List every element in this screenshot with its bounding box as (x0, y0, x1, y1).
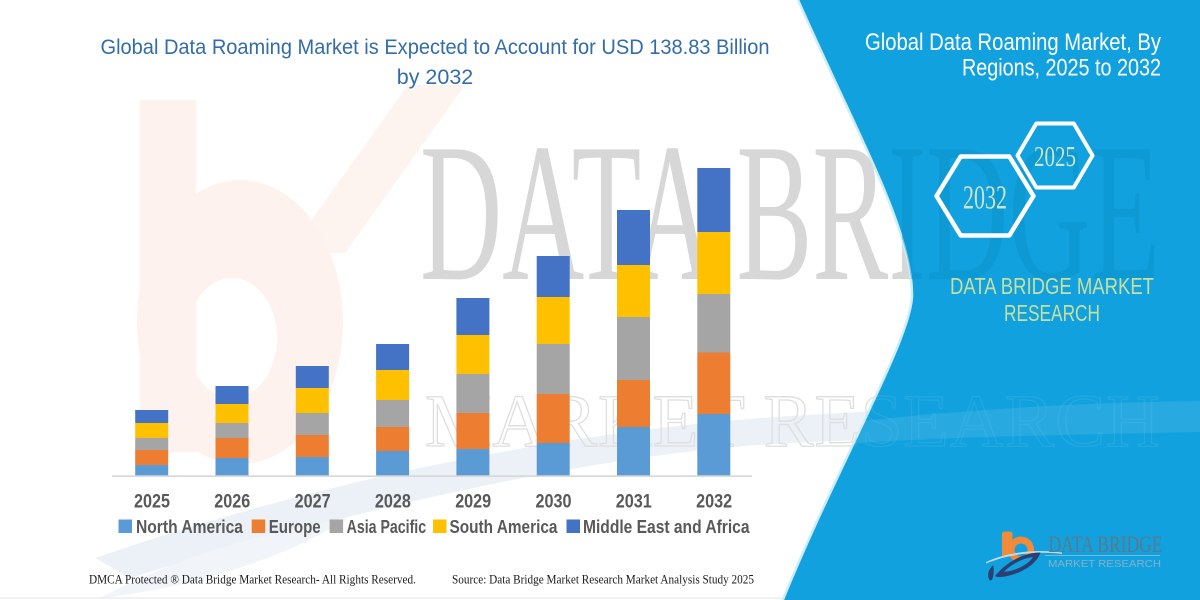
svg-text:2025: 2025 (1034, 141, 1076, 173)
svg-text:2032: 2032 (963, 180, 1007, 217)
svg-text:2029: 2029 (455, 492, 491, 513)
svg-text:Middle East and Africa: Middle East and Africa (583, 517, 750, 537)
svg-text:RESEARCH: RESEARCH (1004, 300, 1100, 326)
svg-text:DATA BRIDGE MARKET: DATA BRIDGE MARKET (950, 273, 1154, 299)
svg-text:South America: South America (450, 517, 559, 537)
svg-text:2025: 2025 (134, 492, 170, 513)
svg-text:2026: 2026 (214, 492, 250, 513)
svg-text:Asia Pacific: Asia Pacific (347, 517, 427, 537)
svg-text:2031: 2031 (616, 492, 652, 513)
svg-text:Europe: Europe (269, 517, 321, 537)
svg-text:Global Data Roaming Market, By: Global Data Roaming Market, By (865, 29, 1161, 56)
svg-text:2032: 2032 (696, 492, 732, 513)
svg-text:DMCA Protected ® Data Bridge M: DMCA Protected ® Data Bridge Market Rese… (89, 572, 416, 587)
svg-text:2030: 2030 (536, 492, 572, 513)
svg-text:Source: Data Bridge Market Res: Source: Data Bridge Market Research Mark… (452, 572, 754, 587)
svg-text:2028: 2028 (375, 492, 411, 513)
svg-text:Global Data Roaming Market is: Global Data Roaming Market is Expected t… (101, 35, 770, 59)
svg-text:DATA BRIDGE: DATA BRIDGE (1049, 532, 1163, 557)
svg-text:by 2032: by 2032 (397, 65, 474, 89)
svg-text:2027: 2027 (295, 492, 331, 513)
svg-text:Regions, 2025 to 2032: Regions, 2025 to 2032 (962, 55, 1161, 82)
svg-text:North America: North America (136, 517, 244, 537)
svg-text:MARKET RESEARCH: MARKET RESEARCH (1048, 559, 1161, 570)
